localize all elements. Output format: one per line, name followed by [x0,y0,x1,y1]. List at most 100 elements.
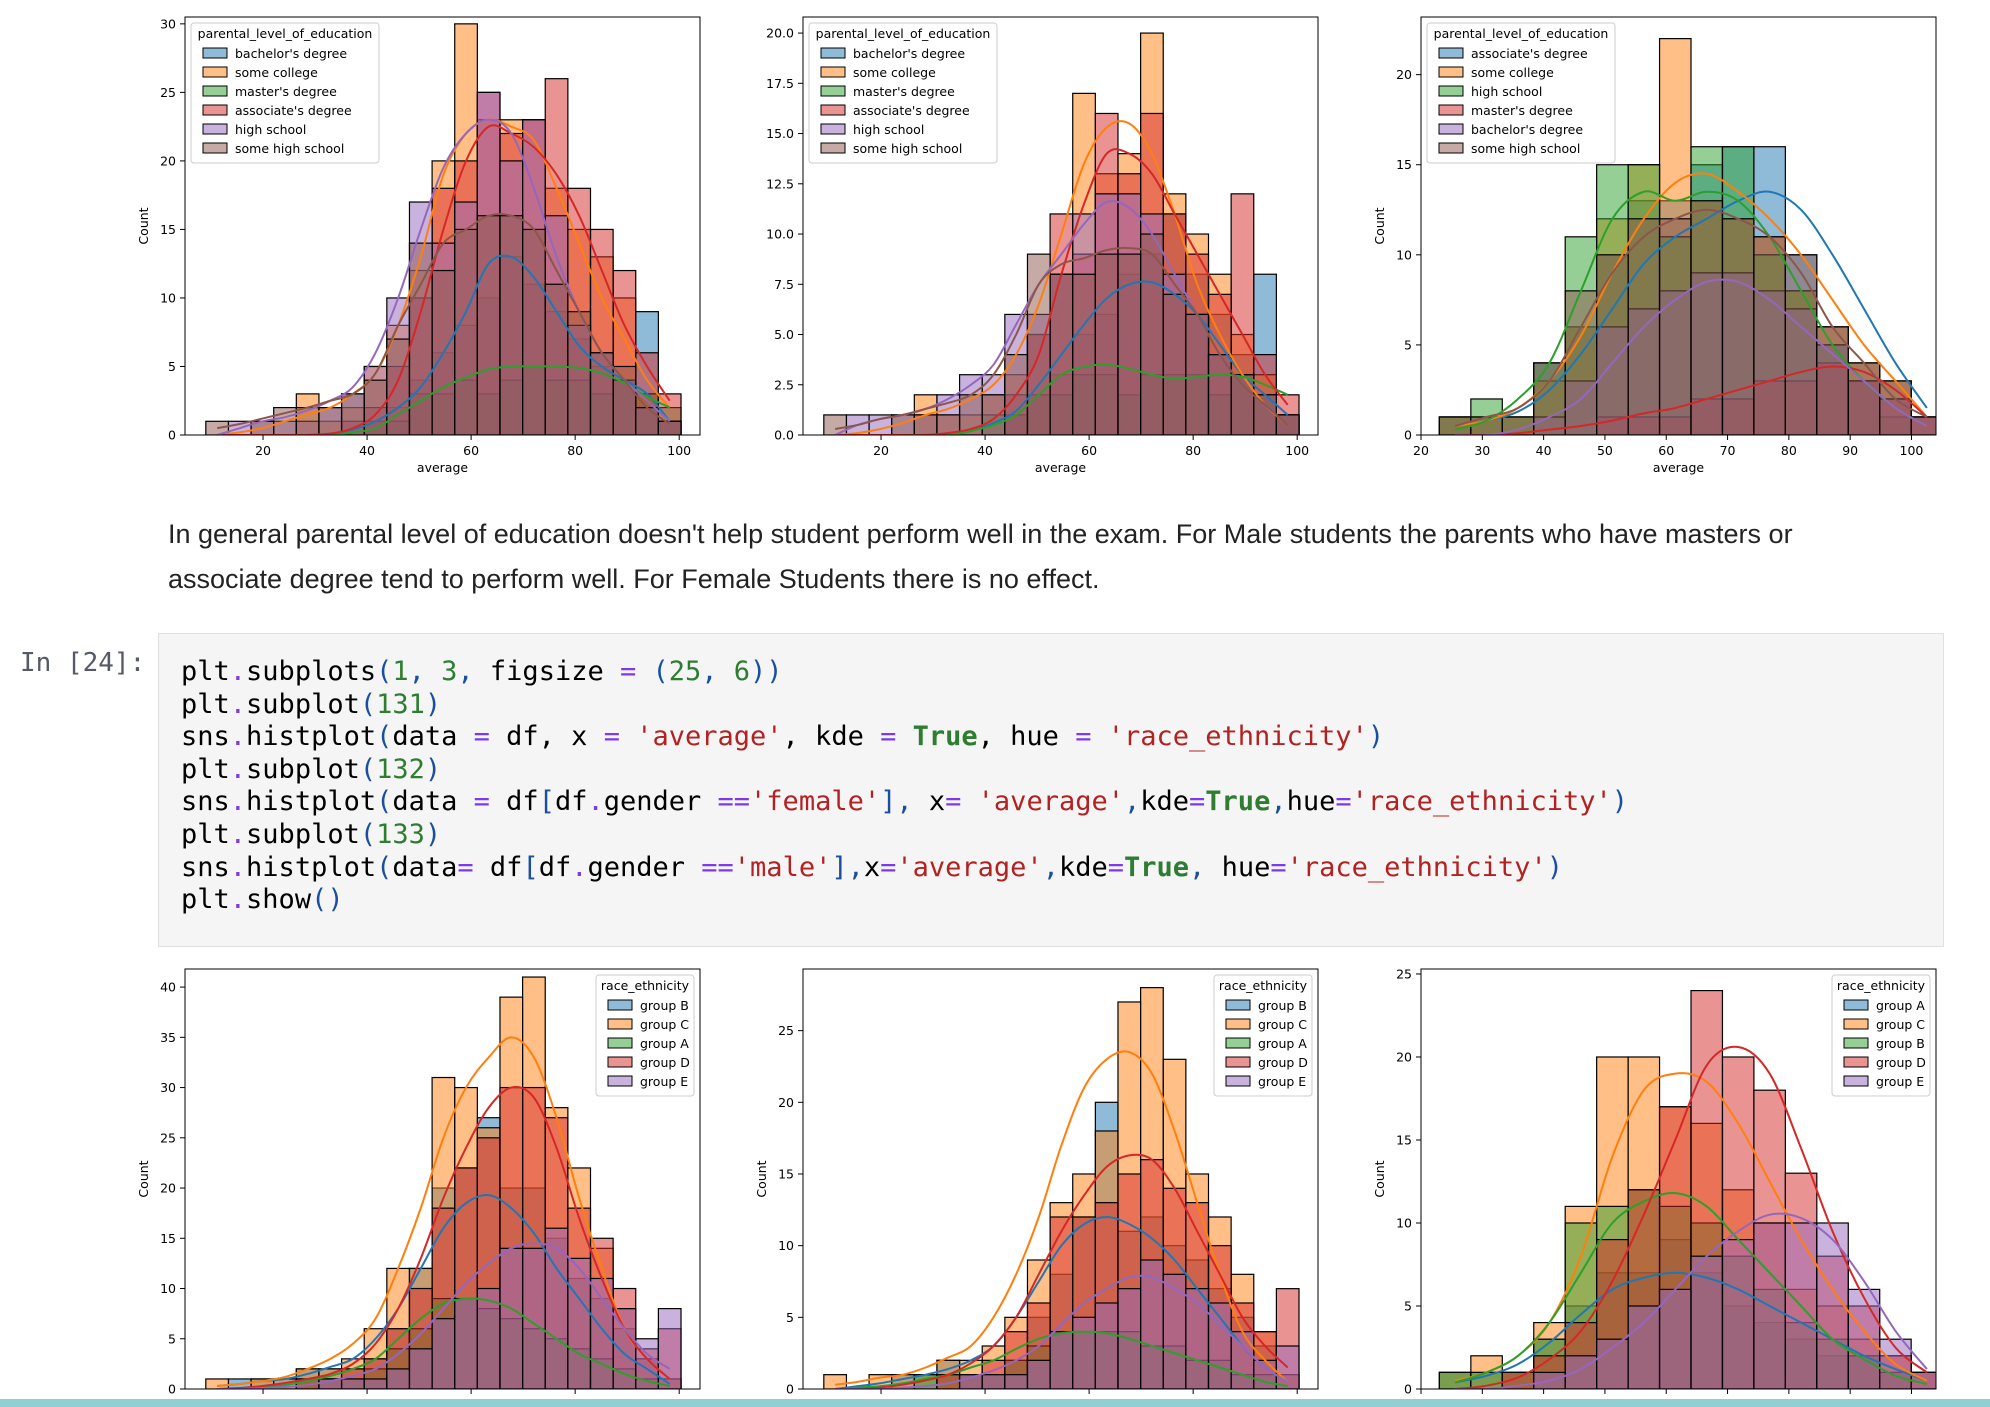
code-token: . [229,786,247,818]
code-line: sns.histplot(data= df[df.gender =='male'… [181,852,1563,883]
kde-line [1454,1271,1928,1384]
code-token: ) [1611,786,1628,818]
kde-line [216,213,671,430]
kde-line [835,280,1289,435]
y-tick-label: 10 [1396,1215,1412,1230]
code-token: , [1189,851,1222,883]
code-token: == [717,786,751,818]
y-tick-label: 5 [1404,1298,1412,1313]
code-token: x [863,851,881,883]
legend-title: parental_level_of_education [816,26,991,41]
code-token: 133 [376,818,425,850]
y-tick-label: 25 [160,1130,176,1145]
histogram-bar [1162,293,1187,435]
y-tick-label: 15 [778,1166,794,1181]
histogram-bar [1564,1355,1598,1389]
y-tick-label: 10 [778,1238,794,1253]
x-tick-label: 60 [463,1397,479,1399]
code-token: ( [376,851,393,883]
code-token: , hue [977,721,1076,753]
histogram-bar [454,1297,478,1389]
code-editor[interactable]: plt.subplots(1, 3, figsize = (25, 6)) pl… [181,656,1628,917]
histogram-bar [823,1374,848,1389]
y-tick-label: 30 [160,16,176,31]
code-token: ], [880,786,929,818]
code-token: ], [831,851,864,883]
x-tick-label: 70 [1720,443,1736,458]
code-token: histplot [246,721,377,753]
x-tick-label: 60 [463,443,479,458]
x-tick-label: 100 [667,1397,691,1399]
histogram-bar [1094,1302,1119,1389]
code-token: = [1335,786,1352,818]
code-token: = [603,721,620,753]
histogram-bar [386,1368,411,1389]
legend-swatch [202,104,228,116]
kde-line [835,363,1289,435]
code-token: () [311,884,344,916]
code-token: , [701,656,734,687]
histogram-bar [499,1247,524,1389]
code-token: ( [376,786,393,818]
code-token: . [229,818,247,850]
legend-swatch [1438,85,1464,97]
x-tick-label: 50 [1597,1397,1613,1399]
legend-swatch [1438,47,1464,59]
histogram-bar [454,228,478,435]
code-token: plt [181,753,230,785]
code-line: plt.subplots(1, 3, figsize = (25, 6)) [181,656,783,687]
code-token [1091,721,1107,752]
legend-entry: master's degree [853,84,955,99]
chart-race-all: 204060801000510152025303540averageCountr… [130,960,710,1399]
x-tick-label: 90 [1842,443,1858,458]
code-token: 6 [733,656,751,687]
y-tick-label: 20 [160,1181,176,1196]
histogram-bar [544,1227,569,1389]
histogram-bar [1094,253,1119,435]
code-line: plt.subplot(131) [181,689,441,720]
x-tick-label: 80 [567,443,583,458]
histogram-bar [1072,1316,1096,1389]
axes-frame [1420,16,1937,436]
code-token: , [457,656,490,687]
legend-swatch [1843,1037,1869,1049]
y-tick-label: 5 [786,1310,794,1325]
code-token: [ [522,851,539,883]
x-tick-label: 20 [873,443,889,458]
kde-line [217,124,671,435]
code-token: , [408,656,442,687]
code-token: , kde [782,721,881,753]
histogram-bar [1049,1331,1074,1389]
y-tick-label: 10 [160,1281,176,1296]
code-token: = [457,851,474,883]
code-token: data [392,851,458,883]
kde-line [1455,1045,1928,1389]
y-tick-label: 40 [160,980,176,995]
kde-line [835,1330,1288,1389]
markdown-cell: In general parental level of education d… [168,512,1908,602]
code-token: = [619,656,637,687]
code-token: ) [424,818,442,850]
histogram-svg: 204060801000510152025303540averageCountr… [136,968,701,1399]
plot-area [205,976,682,1389]
code-cell[interactable]: plt.subplots(1, 3, figsize = (25, 6)) pl… [158,633,1944,947]
chart-parental-female: 20 40 60 80 100 0.0 2.5 5.0 7.5 10.0 12.5 15.0 17.5 2… [748,8,1328,478]
code-token: . [229,884,247,916]
legend-entry: group B [1876,1036,1925,1051]
code-token [620,721,636,752]
code-token: . [571,851,588,883]
kde-line [835,120,1289,435]
chart-race-male: 20 30 40 50 60 70 80 90 100 0 5 10 15 20 25 Count race_e… [1366,960,1946,1399]
x-tick-label: 40 [1536,443,1552,458]
y-tick-label: 20 [778,1095,794,1110]
x-axis-label: average [1035,460,1086,475]
y-axis-label: Count [136,1160,151,1197]
x-tick-label: 20 [1413,1397,1429,1399]
legend-swatch [1225,999,1251,1011]
y-tick-label: 0 [1404,1382,1412,1397]
code-token: sns [181,786,230,818]
markdown-text: In general parental level of education d… [168,519,1793,594]
y-tick-label: 30 [160,1080,176,1095]
